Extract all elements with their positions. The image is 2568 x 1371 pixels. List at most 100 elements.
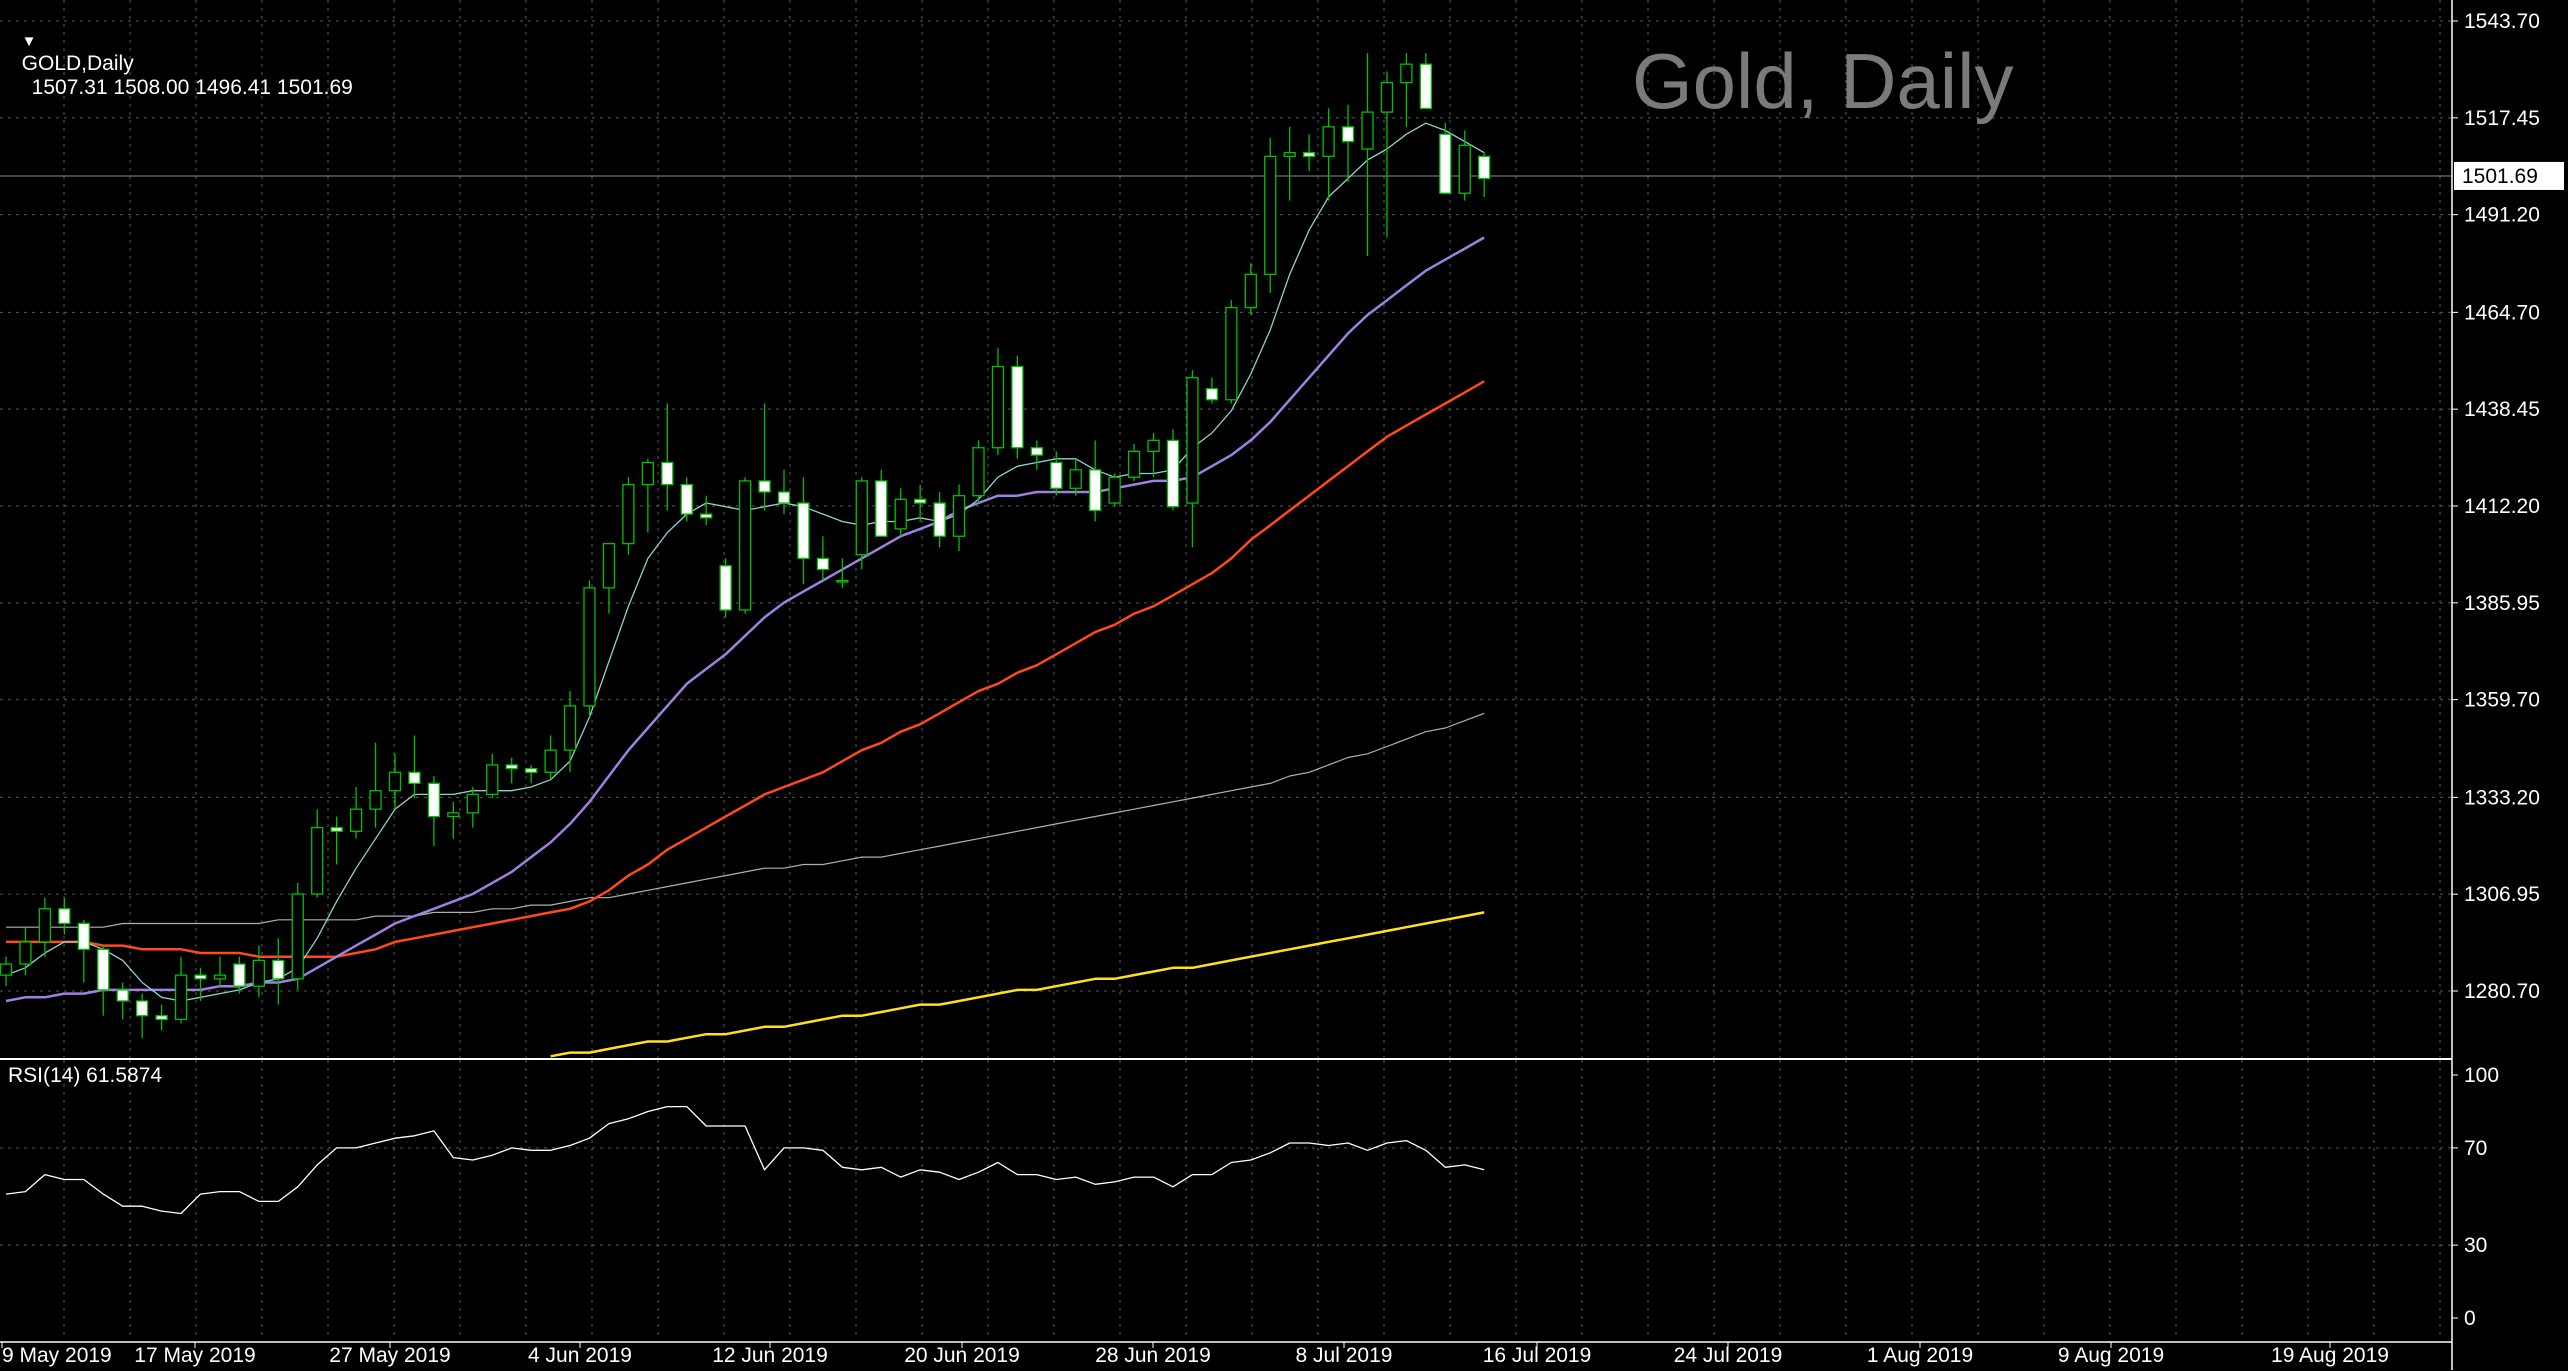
candle-body: [388, 771, 402, 792]
candle: [1011, 355, 1024, 459]
candle: [155, 1004, 168, 1031]
current-price-box: 1501.69: [2454, 161, 2564, 190]
candle: [447, 801, 460, 839]
candle-body: [213, 974, 227, 980]
candle-body: [816, 557, 830, 571]
ohlc-values: 1507.31 1508.00 1496.41 1501.69: [31, 76, 353, 99]
candle-body: [1303, 152, 1316, 158]
candle-body: [1439, 133, 1452, 194]
candle: [602, 542, 616, 614]
date-tick-label: 9 May 2019: [2, 1344, 112, 1367]
candle: [583, 580, 596, 717]
candle-body: [1166, 439, 1180, 508]
candle-body: [661, 461, 674, 486]
candle-body: [505, 764, 518, 770]
candle: [135, 993, 149, 1038]
candle: [116, 982, 129, 1020]
chart-watermark: Gold, Daily: [1632, 37, 2014, 125]
candle: [1439, 123, 1452, 194]
candle: [680, 477, 693, 522]
candle: [738, 477, 752, 614]
candle-body: [116, 989, 129, 1002]
symbol-timeframe: GOLD,Daily: [21, 52, 134, 75]
candle-body: [1419, 63, 1432, 110]
candle: [1380, 71, 1394, 238]
candle-body: [1030, 447, 1043, 456]
candle-body: [1244, 273, 1257, 309]
candle-body: [291, 893, 304, 980]
rsi-tick-label: 0: [2464, 1307, 2476, 1330]
candle: [1283, 126, 1296, 201]
candle: [1361, 53, 1374, 256]
candle: [213, 956, 227, 987]
candle-body: [272, 959, 285, 980]
candle: [1030, 440, 1043, 470]
price-tick-label: 1543.70: [2464, 10, 2540, 33]
date-tick-label: 12 Jun 2019: [712, 1344, 828, 1367]
price-candles: [0, 53, 1491, 1038]
candle-body: [174, 974, 188, 1021]
candle-body: [194, 974, 207, 980]
candle: [1264, 137, 1277, 293]
candle-body: [252, 959, 266, 987]
candle: [1186, 370, 1199, 548]
rsi-tick-label: 70: [2464, 1137, 2487, 1160]
collapse-triangle-icon[interactable]: ▼: [21, 33, 37, 50]
date-tick-label: 1 Aug 2019: [1867, 1344, 1973, 1367]
candle: [1341, 104, 1355, 183]
candle: [330, 816, 343, 865]
candle: [563, 691, 577, 773]
candle: [1127, 444, 1141, 481]
date-tick-label: 19 Aug 2019: [2271, 1344, 2389, 1367]
candle-body: [1322, 126, 1335, 158]
candle: [77, 919, 90, 983]
candle-body: [952, 495, 966, 537]
candle: [1147, 432, 1160, 478]
price-tick-label: 1359.70: [2464, 689, 2540, 712]
candle: [1069, 458, 1082, 496]
candle: [1244, 263, 1257, 315]
candle: [427, 775, 441, 847]
candle: [875, 469, 888, 537]
candle: [194, 967, 207, 1001]
candle-body: [38, 908, 52, 943]
candle-body: [408, 771, 421, 785]
candle-body: [602, 542, 616, 589]
candle: [233, 956, 246, 994]
rsi-label: RSI(14) 61.5874: [8, 1064, 163, 1087]
candle-body: [19, 941, 32, 965]
date-tick-label: 24 Jul 2019: [1674, 1344, 1783, 1367]
ma-100-line: [6, 712, 1485, 928]
candle: [719, 558, 732, 618]
candle-body: [777, 491, 791, 504]
candle: [914, 484, 927, 522]
date-tick-label: 8 Jul 2019: [1296, 1344, 1393, 1367]
candle-body: [1380, 81, 1394, 113]
candle: [252, 945, 266, 998]
candle: [1400, 53, 1413, 127]
candle: [97, 945, 110, 1016]
candle-body: [1205, 388, 1219, 401]
candle: [466, 787, 479, 828]
candle-body: [1400, 63, 1413, 84]
candle-body: [447, 812, 460, 818]
candle-body: [0, 963, 13, 976]
candle: [641, 458, 654, 533]
candle-body: [700, 513, 713, 519]
date-tick-label: 4 Jun 2019: [528, 1344, 632, 1367]
candle-body: [1011, 365, 1024, 449]
current-price-box-bg: [2454, 161, 2564, 190]
date-tick-label: 16 Jul 2019: [1483, 1344, 1592, 1367]
candle: [311, 809, 324, 898]
candle-body: [1127, 450, 1141, 478]
candle: [816, 536, 830, 581]
candle-body: [1108, 476, 1121, 504]
candle-body: [1089, 469, 1102, 512]
candle-body: [369, 790, 382, 810]
candle: [1050, 451, 1063, 496]
candle-body: [1069, 469, 1082, 489]
date-tick-label: 17 May 2019: [134, 1344, 255, 1367]
candle-body: [1050, 461, 1063, 489]
candle: [272, 938, 285, 1005]
